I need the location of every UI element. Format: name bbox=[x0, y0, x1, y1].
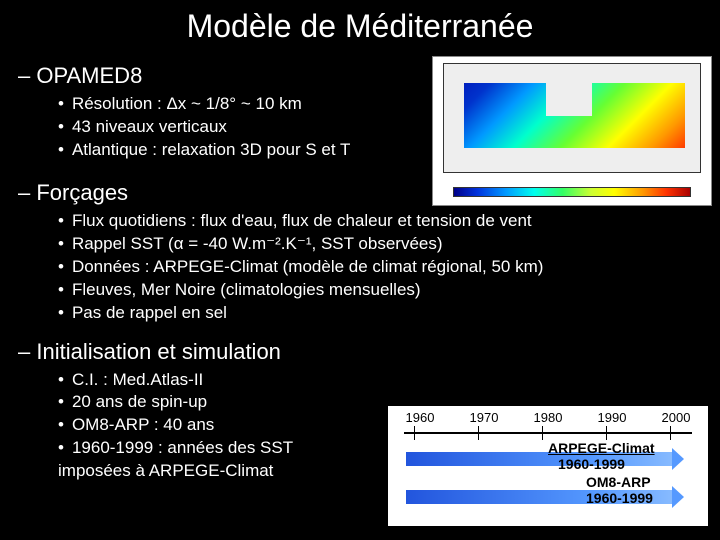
list-item: Atlantique : relaxation 3D pour S et T bbox=[58, 139, 400, 162]
section-init-heading: – Initialisation et simulation bbox=[0, 339, 720, 365]
mediterranean-map-figure bbox=[432, 56, 712, 206]
list-item: 43 niveaux verticaux bbox=[58, 116, 400, 139]
init-bullet-list: C.I. : Med.Atlas-II 20 ans de spin-up OM… bbox=[0, 369, 370, 484]
timeline-label-arpege: ARPEGE-Climat bbox=[548, 440, 655, 456]
year-label: 1970 bbox=[470, 410, 499, 425]
opamed-bullet-list: Résolution : Δx ~ 1/8° ~ 10 km 43 niveau… bbox=[0, 93, 400, 162]
page-title: Modèle de Méditerranée bbox=[0, 0, 720, 57]
list-item: Fleuves, Mer Noire (climatologies mensue… bbox=[58, 279, 720, 302]
list-item: Flux quotidiens : flux d'eau, flux de ch… bbox=[58, 210, 720, 233]
year-label: 2000 bbox=[662, 410, 691, 425]
year-label: 1980 bbox=[534, 410, 563, 425]
list-item: Rappel SST (α = -40 W.m⁻².K⁻¹, SST obser… bbox=[58, 233, 720, 256]
list-item: Pas de rappel en sel bbox=[58, 302, 720, 325]
list-item: Résolution : Δx ~ 1/8° ~ 10 km bbox=[58, 93, 400, 116]
year-label: 1990 bbox=[598, 410, 627, 425]
timeline-label-om8-years: 1960-1999 bbox=[586, 490, 653, 506]
list-item: Données : ARPEGE-Climat (modèle de clima… bbox=[58, 256, 720, 279]
colorbar bbox=[453, 187, 691, 197]
timeline-figure: 1960 1970 1980 1990 2000 ARPEGE-Climat 1… bbox=[388, 406, 708, 526]
timeline-label-arpege-years: 1960-1999 bbox=[558, 456, 625, 472]
list-item: 20 ans de spin-up bbox=[58, 391, 370, 414]
list-item: 1960-1999 : années des SST imposées à AR… bbox=[58, 437, 370, 483]
year-label: 1960 bbox=[406, 410, 435, 425]
timeline-year-labels: 1960 1970 1980 1990 2000 bbox=[388, 410, 708, 425]
timeline-label-om8: OM8-ARP bbox=[586, 474, 651, 490]
list-item: C.I. : Med.Atlas-II bbox=[58, 369, 370, 392]
map-heatmap bbox=[443, 63, 701, 173]
list-item: OM8-ARP : 40 ans bbox=[58, 414, 370, 437]
forcages-bullet-list: Flux quotidiens : flux d'eau, flux de ch… bbox=[0, 210, 720, 325]
timeline-axis bbox=[404, 432, 692, 434]
